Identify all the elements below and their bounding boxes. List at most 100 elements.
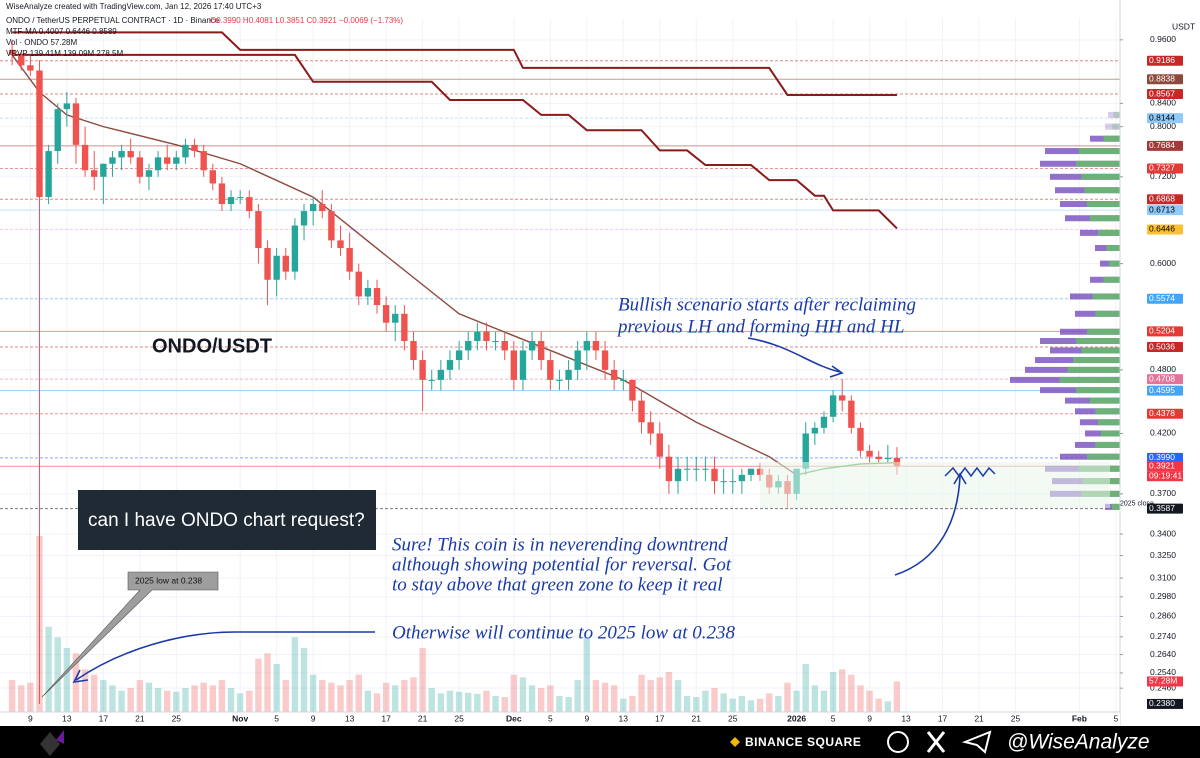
volume-bar: [839, 669, 846, 712]
x-tick-label: 9: [584, 713, 589, 723]
x-tick-label: Dec: [506, 713, 522, 723]
arrow: [75, 631, 375, 681]
level-label: 0.4708: [1149, 373, 1175, 383]
ma-legend: MTF-MA 0.4007 0.6446 0.8589: [6, 27, 117, 36]
candle-body: [875, 456, 882, 460]
volume-bar: [118, 690, 125, 712]
x-tick-label: 5: [831, 713, 836, 723]
volume-bar: [893, 681, 901, 712]
volume-bar: [702, 690, 709, 712]
volume-bar: [510, 674, 518, 712]
candle-body: [300, 211, 308, 226]
candle-body: [811, 427, 819, 434]
level-tag: [1147, 89, 1183, 100]
logo: [40, 732, 60, 756]
volume-bar: [291, 637, 299, 712]
volume-bar: [109, 685, 116, 712]
volume-bar: [227, 688, 235, 712]
ohlc: O0.3990 H0.4081 L0.3851 C0.3921 −0.0069 …: [210, 16, 403, 25]
volume-bar: [337, 685, 344, 712]
level-tag: [1147, 503, 1183, 514]
profile-bar-up: [1113, 111, 1120, 118]
volume-bar: [282, 680, 289, 712]
volume-bar: [246, 690, 253, 712]
volume-bar: [483, 690, 490, 712]
profile-bar-up: [1076, 387, 1120, 394]
profile-bar-up: [1103, 135, 1120, 142]
profile-bar-up: [1067, 366, 1120, 373]
volume-bar: [693, 697, 700, 712]
scribble: [944, 466, 996, 478]
volume-bar: [428, 688, 435, 712]
level-tag: [1147, 326, 1183, 337]
level-tag: [1147, 194, 1183, 205]
level-label: 0.7684: [1149, 140, 1175, 150]
binance-icon: [730, 737, 740, 747]
profile-bar-up: [1089, 215, 1120, 222]
candle-body: [291, 225, 299, 272]
candle-body: [209, 170, 216, 184]
x-tick-label: 17: [381, 713, 391, 723]
annotation: previous LH and forming HH and HL: [616, 316, 904, 337]
volume-bar: [875, 698, 882, 712]
volume-bar: [18, 685, 25, 712]
candle-body: [27, 65, 34, 71]
volume-bar: [547, 685, 554, 712]
level-label: 0.8567: [1149, 88, 1175, 98]
volume-bar: [355, 674, 362, 712]
candle-body: [264, 248, 271, 280]
volume-bar: [802, 664, 809, 712]
candle-body: [227, 197, 235, 205]
profile-bar-up: [1084, 187, 1120, 194]
level-label: 0.4378: [1149, 408, 1175, 418]
level-tag: [1147, 113, 1183, 124]
profile-bar: [1108, 111, 1120, 118]
candle-body: [592, 341, 600, 351]
candle-body: [410, 341, 417, 361]
volume-bar: [346, 680, 353, 712]
volume-bar: [273, 664, 280, 712]
x-tick-label: 21: [135, 713, 145, 723]
candle-body: [191, 144, 198, 152]
candle-body: [54, 109, 61, 152]
y-tick-label: 0.2460: [1150, 682, 1176, 692]
volume-bar: [829, 672, 837, 712]
level-label: 0.5574: [1149, 293, 1175, 303]
volume-bar: [364, 690, 372, 712]
volume-bar: [866, 690, 873, 712]
volume-bar: [720, 693, 727, 712]
candle-body: [182, 144, 189, 158]
x-tick-label: 13: [619, 713, 629, 723]
profile-bar-up: [1089, 397, 1120, 404]
vrvp-legend: VRVP 139.41M 139.09M 278.5M: [6, 49, 123, 58]
level-tag: [1147, 342, 1183, 353]
volume-bar: [574, 680, 581, 712]
profile-bar-up: [1081, 347, 1120, 354]
volume-bar: [81, 669, 89, 712]
volume-bar: [556, 696, 563, 712]
candle-body: [538, 341, 545, 361]
arrow-head: [829, 365, 844, 378]
level-label: 0.5036: [1149, 341, 1175, 351]
x-tick-label: 25: [728, 713, 738, 723]
level-tag: [1147, 55, 1183, 66]
candle-body: [218, 183, 226, 205]
volume-bar: [236, 693, 244, 712]
candle-body: [446, 360, 454, 370]
profile-bar-up: [1059, 376, 1120, 383]
level-label: 0.8838: [1149, 73, 1175, 83]
candle-body: [738, 474, 746, 482]
candle-body: [100, 163, 107, 177]
volume-bar: [647, 680, 654, 712]
profile-bar-up: [1087, 453, 1120, 460]
candle-body: [693, 468, 700, 470]
y-tick-label: 0.8000: [1150, 121, 1176, 131]
x-tick-label: 13: [901, 713, 911, 723]
volume-bar: [601, 682, 609, 712]
time-axis: [0, 712, 1120, 726]
x-tick-label: 13: [62, 713, 72, 723]
candle-body: [674, 468, 682, 482]
countdown: 09:19:41: [1149, 470, 1182, 480]
x-tick-label: 5: [548, 713, 553, 723]
